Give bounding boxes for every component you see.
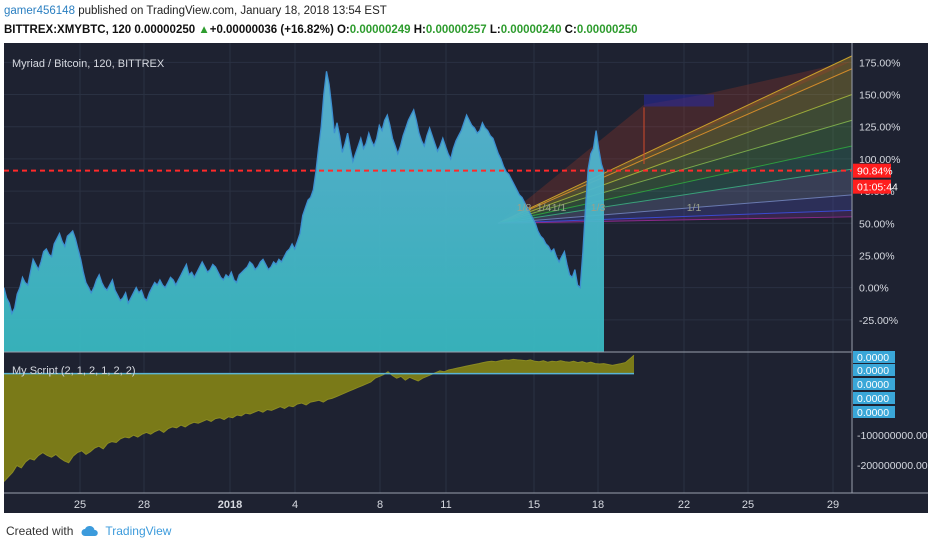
publish-line: gamer456148 published on TradingView.com… bbox=[4, 5, 387, 17]
y-tick-label: 0.00% bbox=[859, 283, 889, 295]
fan-ray bbox=[497, 145, 853, 224]
x-tick-label: 25 bbox=[74, 499, 86, 511]
x-tick-label: 28 bbox=[138, 499, 150, 511]
x-tick-label: 22 bbox=[678, 499, 690, 511]
fan-ray bbox=[497, 168, 853, 224]
script-value-label: 0.0000 bbox=[857, 393, 889, 405]
fan-ray bbox=[497, 209, 853, 224]
price-badge-label: 90.84% bbox=[857, 166, 893, 178]
up-arrow-icon: ▲ bbox=[198, 24, 210, 36]
script-value-axis: 0.00000.00000.00000.00000.0000-100000000… bbox=[853, 351, 928, 472]
fan-box bbox=[644, 94, 714, 107]
publish-info: published on TradingView.com, January 18… bbox=[78, 5, 387, 17]
last-price: 0.00000250 bbox=[134, 24, 196, 36]
high-label: H: bbox=[413, 24, 426, 36]
fan-ratio-label: 1/8 bbox=[517, 202, 532, 214]
low-label: L: bbox=[489, 24, 501, 36]
y-tick-label: 25.00% bbox=[859, 250, 895, 262]
symbol-label: BITTREX:XMYBTC, 120 bbox=[4, 24, 132, 36]
script-line bbox=[4, 354, 635, 482]
open-label: O: bbox=[336, 24, 350, 36]
main-price-area bbox=[4, 71, 605, 353]
y-tick-label: 150.00% bbox=[859, 90, 900, 102]
script-value-badge bbox=[853, 406, 895, 418]
script-value-badge bbox=[853, 378, 895, 390]
fan-ray bbox=[497, 216, 853, 224]
close-label: C: bbox=[564, 24, 577, 36]
countdown-label: 01:05:44 bbox=[857, 182, 898, 194]
x-tick-label: 29 bbox=[827, 499, 839, 511]
fan-ray bbox=[497, 194, 853, 224]
y-tick-label: -25.00% bbox=[859, 315, 898, 327]
y-tick-label: 125.00% bbox=[859, 122, 900, 134]
fan-ratio-label: 1/3 bbox=[591, 202, 606, 214]
ohlc-line: BITTREX:XMYBTC, 120 0.00000250 ▲+0.00000… bbox=[4, 24, 638, 36]
price-badges: 90.84% 01:05:44 bbox=[853, 163, 898, 194]
fan-ray bbox=[497, 68, 853, 224]
fan-ray bbox=[497, 94, 853, 224]
x-tick-label: 15 bbox=[528, 499, 540, 511]
script-value-badge bbox=[853, 364, 895, 376]
fan-labels: 1/8 1/4 1/1 1/3 1/1 bbox=[517, 202, 702, 214]
y-tick-label: 175.00% bbox=[859, 57, 900, 69]
author-link[interactable]: gamer456148 bbox=[4, 5, 75, 17]
script-y-tick-label: -200000000.0000 bbox=[857, 460, 928, 472]
script-value-label: 0.0000 bbox=[857, 365, 889, 377]
main-chart-title: Myriad / Bitcoin, 120, BITTREX bbox=[12, 58, 165, 70]
footer: Created with TradingView bbox=[6, 524, 171, 538]
fan-ratio-label: 1/1 bbox=[552, 202, 567, 214]
x-tick-label: 25 bbox=[742, 499, 754, 511]
price-line bbox=[4, 71, 605, 316]
created-with-text: Created with bbox=[6, 524, 74, 538]
price-change: +0.00000036 (+16.82%) bbox=[209, 24, 334, 36]
fan-ratio-label: 1/1 bbox=[687, 202, 702, 214]
x-tick-label: 2018 bbox=[218, 499, 242, 511]
script-y-tick-label: -100000000.0000 bbox=[857, 430, 928, 442]
tradingview-link[interactable]: TradingView bbox=[105, 524, 172, 538]
script-indicator-area bbox=[4, 354, 635, 482]
close-value: 0.00000250 bbox=[576, 24, 638, 36]
y-tick-label: 50.00% bbox=[859, 218, 895, 230]
y-tick-label: 100.00% bbox=[859, 154, 900, 166]
open-value: 0.00000249 bbox=[349, 24, 411, 36]
price-chart[interactable]: 175.00%150.00%125.00%100.00%75.00%50.00%… bbox=[4, 43, 928, 513]
script-area-fill bbox=[4, 355, 634, 482]
low-value: 0.00000240 bbox=[500, 24, 562, 36]
fan-ratio-label: 1/4 bbox=[537, 202, 552, 214]
x-tick-label: 4 bbox=[292, 499, 298, 511]
script-value-badge bbox=[853, 351, 895, 363]
script-value-label: 0.0000 bbox=[857, 352, 889, 364]
script-title: My Script (2, 1, 2, 1, 2, 2) bbox=[12, 365, 136, 377]
x-tick-label: 11 bbox=[440, 499, 451, 511]
script-value-label: 0.0000 bbox=[857, 407, 889, 419]
x-tick-label: 8 bbox=[377, 499, 383, 511]
fan-ray bbox=[497, 55, 853, 224]
high-value: 0.00000257 bbox=[425, 24, 487, 36]
price-badge-bg bbox=[853, 163, 891, 178]
cloud-logo-icon bbox=[81, 525, 99, 536]
script-value-badge bbox=[853, 392, 895, 404]
script-value-label: 0.0000 bbox=[857, 379, 889, 391]
time-axis: 25 28 2018 4 8 11 15 18 22 25 29 bbox=[74, 499, 839, 511]
x-tick-label: 18 bbox=[592, 499, 604, 511]
fan-ray bbox=[497, 119, 853, 224]
countdown-badge-bg bbox=[853, 179, 891, 194]
